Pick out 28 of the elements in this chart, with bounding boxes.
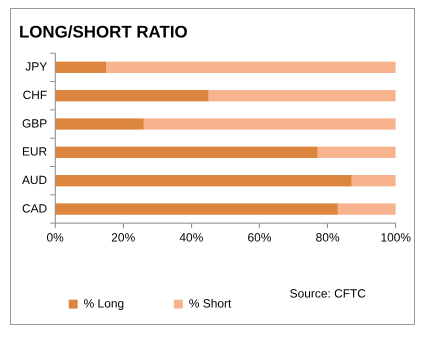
y-tick-label: EUR xyxy=(22,144,48,159)
bar xyxy=(338,203,396,215)
bar xyxy=(56,175,352,186)
bar xyxy=(208,90,396,102)
x-tick-label: 40% xyxy=(179,230,204,245)
x-tick-label: 100% xyxy=(380,230,412,245)
x-tick-label: 0% xyxy=(46,230,64,245)
y-tick-label: CAD xyxy=(22,201,48,216)
chart-title: LONG/SHORT RATIO xyxy=(18,22,188,42)
legend-label: % Long xyxy=(84,296,124,310)
bar xyxy=(317,146,396,158)
bar xyxy=(56,62,106,73)
bar xyxy=(56,118,144,130)
x-tick-label: 60% xyxy=(248,230,272,245)
legend-label: % Short xyxy=(188,296,232,310)
bar xyxy=(351,175,396,186)
y-tick-label: AUD xyxy=(22,173,48,187)
bar xyxy=(56,90,208,102)
y-tick-label: JPY xyxy=(25,60,48,74)
source-note: Source: CFTC xyxy=(290,286,366,300)
bar xyxy=(106,62,396,73)
y-tick-label: CHF xyxy=(22,88,48,102)
bar xyxy=(56,146,318,158)
bar xyxy=(144,118,396,130)
bar xyxy=(56,203,338,215)
x-tick-label: 20% xyxy=(111,230,136,245)
y-tick-label: GBP xyxy=(22,116,48,130)
x-tick-label: 80% xyxy=(316,230,340,245)
